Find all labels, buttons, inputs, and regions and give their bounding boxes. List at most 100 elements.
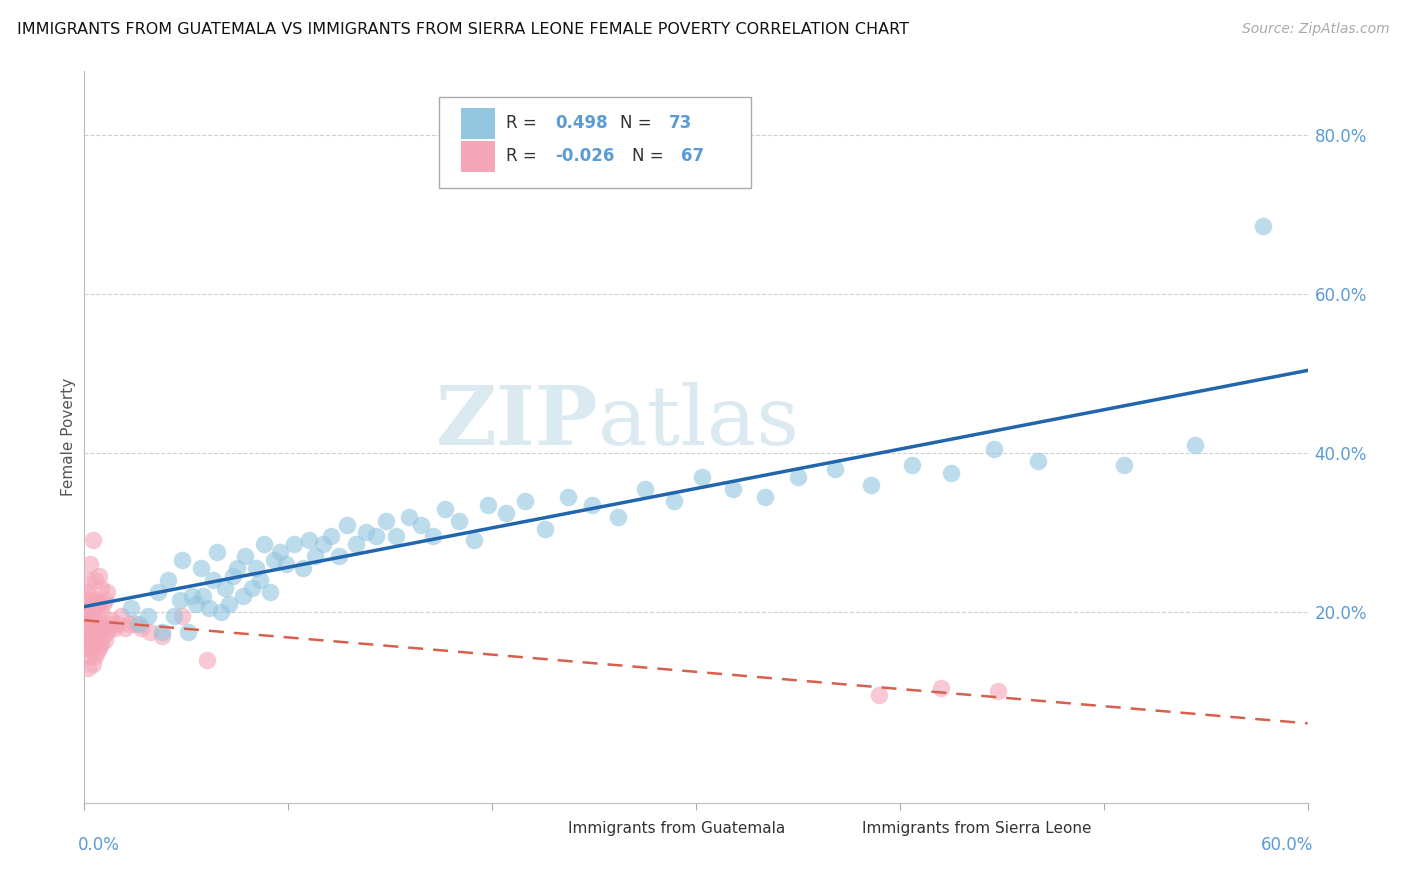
- Point: [177, 624, 200, 639]
- Point: [291, 561, 314, 575]
- Point: [375, 514, 398, 528]
- Text: ZIP: ZIP: [436, 383, 598, 462]
- Point: [901, 458, 924, 472]
- Point: [477, 498, 499, 512]
- Point: [269, 545, 291, 559]
- Point: [75, 629, 97, 643]
- Point: [214, 581, 236, 595]
- Point: [721, 482, 744, 496]
- Point: [336, 517, 359, 532]
- Point: [83, 573, 105, 587]
- Point: [138, 624, 160, 639]
- Point: [209, 605, 232, 619]
- Point: [83, 613, 105, 627]
- Point: [110, 609, 132, 624]
- Point: [181, 589, 204, 603]
- Point: [263, 553, 285, 567]
- Point: [191, 589, 214, 603]
- Point: [463, 533, 485, 548]
- Point: [77, 640, 100, 655]
- Point: [190, 561, 212, 575]
- Point: [104, 621, 127, 635]
- Text: R =: R =: [506, 114, 543, 132]
- Text: R =: R =: [506, 147, 543, 165]
- FancyBboxPatch shape: [831, 817, 858, 839]
- Point: [77, 593, 100, 607]
- Point: [409, 517, 432, 532]
- Point: [77, 573, 100, 587]
- Point: [534, 521, 557, 535]
- Point: [150, 624, 173, 639]
- Point: [169, 593, 191, 607]
- Point: [90, 637, 112, 651]
- Point: [87, 624, 110, 639]
- Point: [79, 648, 101, 663]
- Point: [860, 477, 883, 491]
- Point: [83, 624, 105, 639]
- Point: [398, 509, 420, 524]
- Point: [218, 597, 240, 611]
- Point: [83, 593, 105, 607]
- Text: 73: 73: [669, 114, 692, 132]
- Point: [240, 581, 263, 595]
- Text: -0.026: -0.026: [555, 147, 614, 165]
- Text: 60.0%: 60.0%: [1261, 836, 1313, 854]
- Point: [205, 545, 228, 559]
- Point: [172, 609, 194, 624]
- Point: [124, 616, 146, 631]
- Point: [607, 509, 630, 524]
- Point: [690, 470, 713, 484]
- FancyBboxPatch shape: [461, 141, 495, 171]
- Point: [79, 589, 101, 603]
- FancyBboxPatch shape: [537, 817, 564, 839]
- Point: [163, 609, 186, 624]
- Point: [82, 533, 104, 548]
- Point: [259, 585, 281, 599]
- Point: [662, 493, 685, 508]
- Point: [354, 525, 377, 540]
- Point: [983, 442, 1005, 456]
- Y-axis label: Female Poverty: Female Poverty: [60, 378, 76, 496]
- Point: [283, 537, 305, 551]
- Point: [581, 498, 603, 512]
- Point: [298, 533, 321, 548]
- Point: [513, 493, 536, 508]
- Point: [557, 490, 579, 504]
- Point: [150, 629, 173, 643]
- Point: [75, 609, 97, 624]
- Point: [987, 684, 1010, 698]
- Point: [449, 514, 471, 528]
- Point: [249, 573, 271, 587]
- Point: [422, 529, 444, 543]
- Point: [77, 605, 100, 619]
- Point: [172, 553, 194, 567]
- Point: [146, 585, 169, 599]
- Point: [91, 597, 114, 611]
- Text: 0.0%: 0.0%: [79, 836, 120, 854]
- Point: [90, 581, 112, 595]
- Point: [1028, 454, 1050, 468]
- Point: [195, 653, 218, 667]
- Text: IMMIGRANTS FROM GUATEMALA VS IMMIGRANTS FROM SIERRA LEONE FEMALE POVERTY CORRELA: IMMIGRANTS FROM GUATEMALA VS IMMIGRANTS …: [17, 22, 908, 37]
- Point: [86, 645, 108, 659]
- Point: [304, 549, 326, 564]
- Point: [91, 629, 114, 643]
- FancyBboxPatch shape: [439, 97, 751, 188]
- Point: [1114, 458, 1136, 472]
- Point: [869, 689, 891, 703]
- Point: [87, 597, 110, 611]
- Point: [312, 537, 335, 551]
- Point: [754, 490, 776, 504]
- Text: N =: N =: [633, 147, 669, 165]
- Point: [87, 613, 110, 627]
- Point: [276, 558, 298, 572]
- Point: [97, 621, 120, 635]
- Point: [75, 597, 97, 611]
- Point: [77, 616, 100, 631]
- Point: [128, 616, 150, 631]
- Point: [364, 529, 387, 543]
- Point: [495, 506, 517, 520]
- Point: [222, 569, 245, 583]
- Point: [136, 609, 159, 624]
- Point: [824, 462, 846, 476]
